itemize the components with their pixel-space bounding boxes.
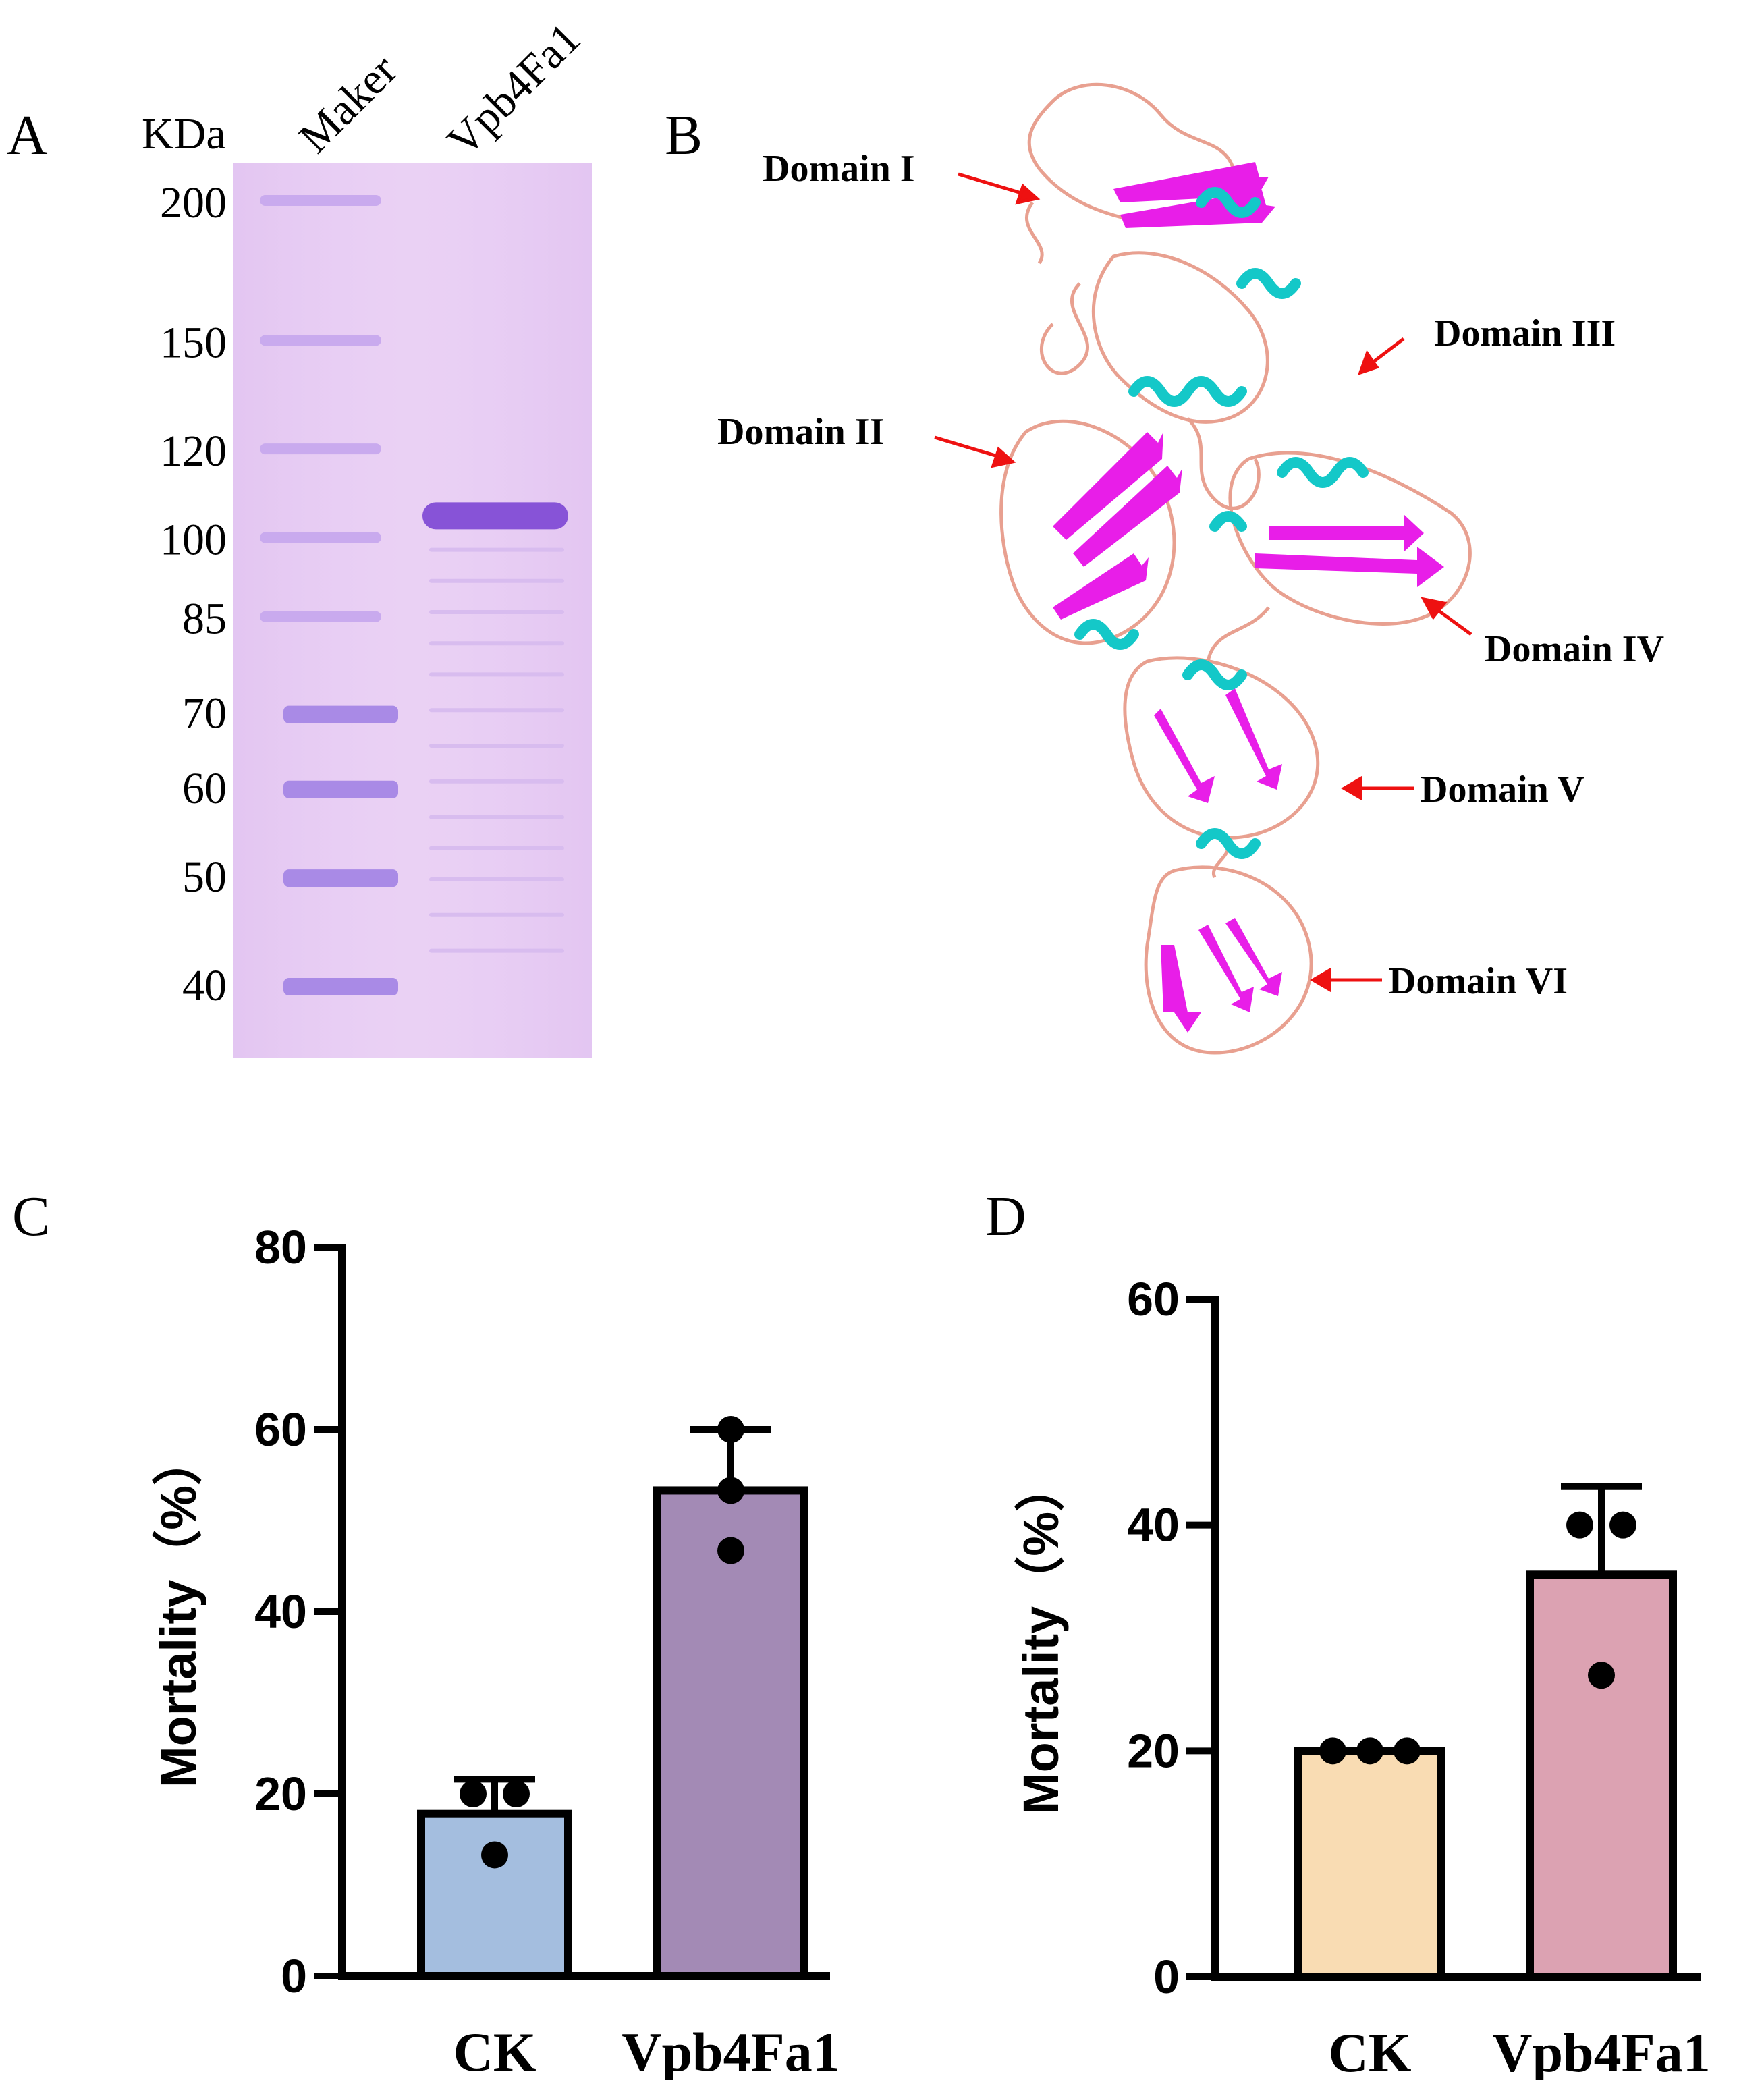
marker-band [283,978,398,995]
data-point [717,1477,744,1504]
y-axis-title: Mortality（%） [1013,1462,1069,1814]
y-tick-label: 20 [254,1768,307,1820]
y-tick-label: 40 [1127,1499,1180,1552]
data-point [1566,1511,1593,1539]
marker-band [260,335,381,346]
bar-vpb4fa1 [1526,1570,1677,1981]
sample-faint-band [429,912,564,917]
marker-bands [260,195,398,995]
marker-band [283,705,398,723]
gel: 200 150 120 100 85 70 60 50 40 [160,163,592,1058]
structure-helices [1074,187,1369,859]
data-point [481,1841,508,1869]
x-category-label: CK [453,2021,536,2080]
marker-size-labels: 200 150 120 100 85 70 60 50 40 [160,178,227,1010]
panel-c-letter: C [12,1185,50,1248]
y-axis-title: Mortality（%） [150,1435,206,1788]
data-point [503,1780,530,1807]
x-category-label: Vpb4Fa1 [622,2021,840,2080]
sample-faint-band [429,948,564,953]
y-tick-label: 0 [281,1950,307,2002]
x-category-label: Vpb4Fa1 [1492,2022,1711,2080]
sample-faint-band [429,610,564,614]
marker-band [283,869,398,887]
data-point [1319,1737,1346,1765]
bar-ck [417,1809,572,1980]
marker-band [283,780,398,798]
gel-lane-sample-label: Vpb4Fa1 [438,13,590,165]
marker-size-label: 50 [182,852,227,902]
marker-size-label: 40 [182,961,227,1010]
domain-label-iii: Domain III [1434,312,1616,354]
gel-unit-label: KDa [142,109,226,159]
y-tick-label: 60 [254,1403,307,1456]
sample-faint-band [429,815,564,819]
data-point [717,1416,744,1443]
sample-faint-band [429,641,564,646]
data-point [717,1537,744,1564]
panel-d-letter: D [985,1185,1026,1248]
sample-faint-band [429,779,564,784]
chart-d: 0 20 40 60 Mortality（%） CK Vpb4Fa1 [1013,1273,1711,2080]
marker-band [260,532,381,543]
x-category-label: CK [1329,2022,1412,2080]
sample-faint-band [429,877,564,881]
sample-faint-band [429,846,564,850]
marker-size-label: 60 [182,764,227,813]
y-tick-label: 40 [254,1585,307,1638]
domain-label-v: Domain V [1421,769,1584,811]
y-tick-label: 0 [1153,1950,1180,2003]
structure-beta-sheets [1053,162,1444,1033]
data-point [1356,1737,1383,1765]
data-point [1588,1662,1615,1689]
marker-band [260,443,381,455]
panel-a-letter: A [7,104,48,167]
y-tick-label: 80 [254,1221,307,1274]
sample-faint-band [429,708,564,713]
marker-band [260,195,381,206]
marker-size-label: 100 [160,516,227,565]
data-point [460,1780,487,1807]
data-point [1609,1511,1636,1539]
domain-labels: Domain I Domain II Domain III Domain IV … [717,148,1664,1002]
domain-label-vi: Domain VI [1389,960,1568,1002]
marker-size-label: 85 [182,595,227,644]
marker-size-label: 150 [160,318,227,367]
panel-b-letter: B [665,104,702,167]
marker-size-label: 70 [182,689,227,738]
protein-structure-illustration [934,82,1472,1055]
marker-band [260,611,381,622]
data-point [1394,1737,1421,1765]
domain-label-ii: Domain II [717,411,884,453]
domain-label-iv: Domain IV [1485,628,1664,670]
sample-faint-band [429,672,564,677]
sample-faint-band [429,547,564,552]
sample-faint-band [429,744,564,748]
marker-size-label: 120 [160,427,227,476]
sample-faint-band [429,578,564,583]
domain-label-i: Domain I [763,148,915,190]
sample-main-band [422,502,568,530]
y-tick-label: 60 [1127,1273,1180,1325]
gel-lane-marker-label: Maker [290,45,406,162]
bar-ck [1294,1747,1445,1981]
domain-arrows [934,172,1472,993]
chart-c: 0 20 40 60 80 Mortality（%） CK Vpb4Fa1 [150,1221,840,2080]
marker-size-label: 200 [160,178,227,227]
y-tick-label: 20 [1127,1724,1180,1777]
